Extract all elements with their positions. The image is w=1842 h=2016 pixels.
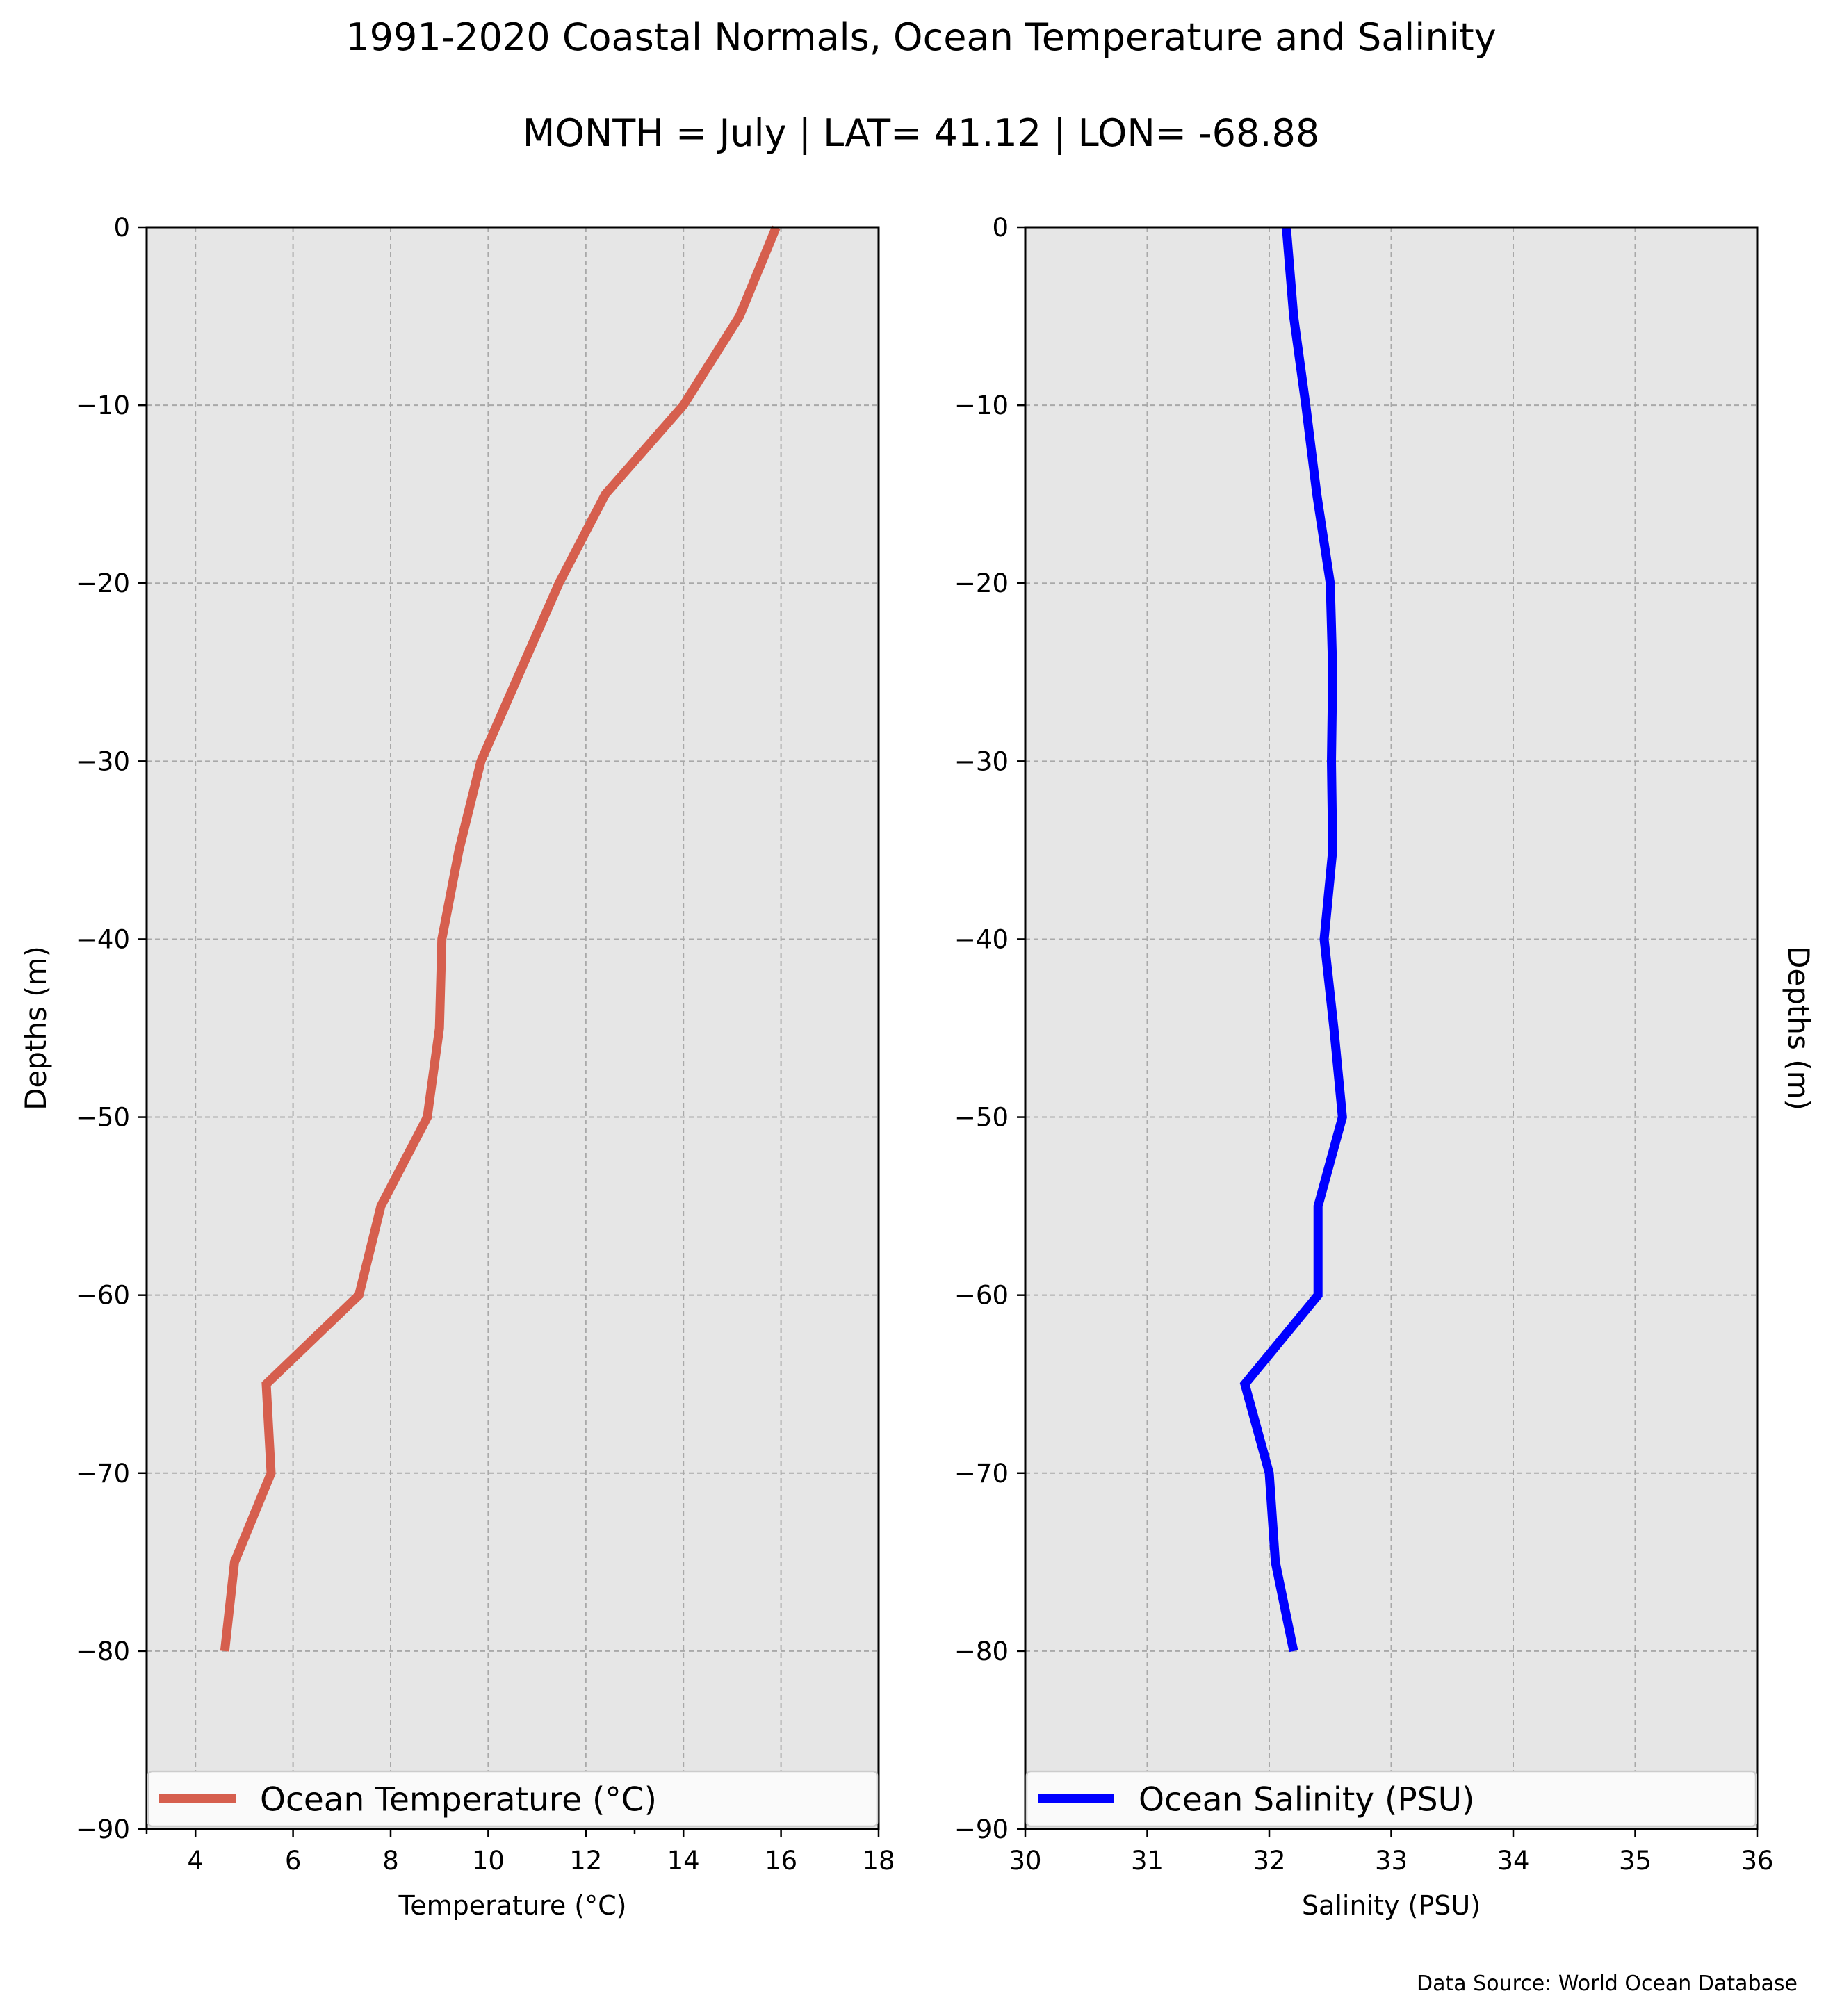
- y-tick-label: −70: [954, 1459, 1009, 1489]
- x-tick-label: 36: [1741, 1846, 1773, 1876]
- y-tick-label: −60: [954, 1281, 1009, 1311]
- x-tick-label: 33: [1375, 1846, 1408, 1876]
- y-tick-label: −80: [76, 1637, 130, 1666]
- x-tick-label: 18: [862, 1846, 895, 1876]
- y-tick-label: −60: [76, 1281, 130, 1311]
- series-line: [1239, 227, 1347, 1653]
- legend: Ocean Temperature (°C): [147, 1770, 879, 1828]
- y-tick-label: −20: [76, 568, 130, 598]
- y-axis-label: Depths (m): [1782, 946, 1816, 1111]
- x-tick-label: 16: [765, 1846, 797, 1876]
- figure-title: 1991-2020 Coastal Normals, Ocean Tempera…: [345, 15, 1496, 59]
- y-tick-label: −10: [76, 391, 130, 420]
- x-tick-label: 30: [1009, 1846, 1041, 1876]
- y-tick-label: −50: [954, 1103, 1009, 1133]
- x-tick-label: 10: [472, 1846, 505, 1876]
- y-tick-label: −90: [954, 1814, 1009, 1844]
- temperature-panel: 4 6 8 10 12 14 16 18 0 −10 −20 −30 −40 −50 −60 −70 −80 −9…: [19, 213, 895, 1921]
- y-tick-label: −30: [76, 746, 130, 776]
- x-tick-label: 32: [1253, 1846, 1285, 1876]
- y-tick-label: 0: [992, 213, 1009, 243]
- axes-frame: [1024, 226, 1759, 1830]
- x-tick-label: 31: [1131, 1846, 1164, 1876]
- y-tick-label: 0: [113, 213, 130, 243]
- y-tick-label: −40: [954, 924, 1009, 954]
- x-tick-label: 4: [187, 1846, 204, 1876]
- legend-label: Ocean Temperature (°C): [260, 1781, 657, 1819]
- x-tick-label: 8: [382, 1846, 399, 1876]
- y-tick-label: −40: [76, 924, 130, 954]
- plot-area: [147, 227, 879, 1829]
- y-tick-label: −10: [954, 391, 1009, 420]
- y-tick-label: −90: [76, 1814, 130, 1844]
- legend-label: Ocean Salinity (PSU): [1139, 1781, 1474, 1819]
- x-axis-label: Temperature (°C): [398, 1890, 627, 1921]
- x-tick-label: 34: [1497, 1846, 1529, 1876]
- y-tick-label: −30: [954, 746, 1009, 776]
- x-axis-label: Salinity (PSU): [1302, 1890, 1481, 1921]
- x-tick-label: 14: [667, 1846, 700, 1876]
- legend: Ocean Salinity (PSU): [1025, 1770, 1757, 1828]
- x-tick-label: 12: [569, 1846, 602, 1876]
- x-tick-label: 6: [285, 1846, 302, 1876]
- figure-subtitle: MONTH = July | LAT= 41.12 | LON= -68.88: [523, 111, 1319, 155]
- x-tick-label: 35: [1619, 1846, 1652, 1876]
- salinity-panel: 30 31 32 33 34 35 36 0 −10 −20 −30 −40 −50 −60 −70 −80 −…: [954, 213, 1816, 1921]
- axes-frame: [145, 226, 880, 1830]
- y-axis-label: Depths (m): [19, 946, 53, 1111]
- y-tick-label: −70: [76, 1459, 130, 1489]
- data-source-note: Data Source: World Ocean Database: [1417, 1972, 1798, 1996]
- legend-box: [147, 1770, 879, 1828]
- y-tick-label: −50: [76, 1103, 130, 1133]
- series-line: [220, 225, 781, 1652]
- legend-box: [1025, 1770, 1757, 1828]
- y-tick-label: −20: [954, 568, 1009, 598]
- y-tick-label: −80: [954, 1637, 1009, 1666]
